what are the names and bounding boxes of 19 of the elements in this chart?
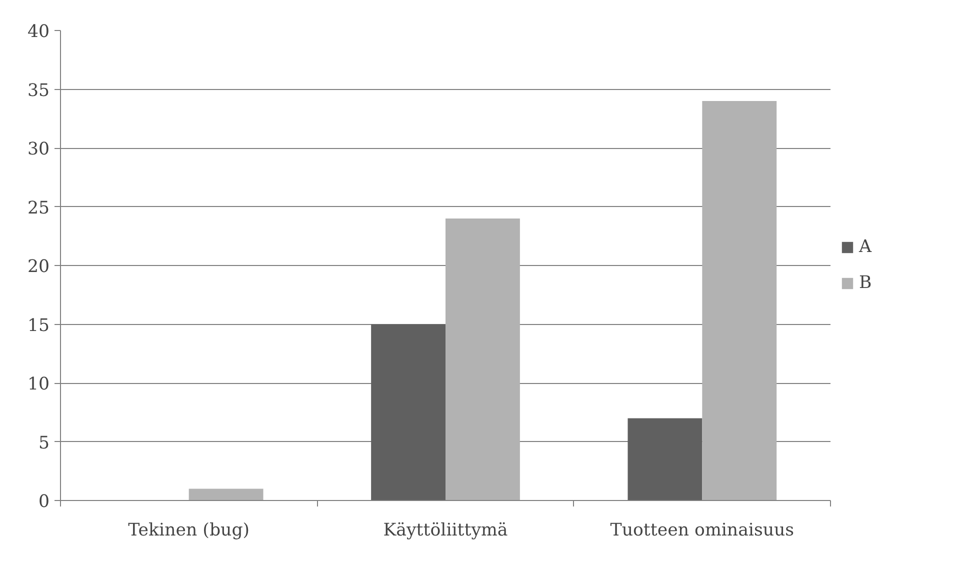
y-tick-label: 0 <box>38 492 50 512</box>
y-tick-label: 35 <box>27 80 50 101</box>
bar <box>628 418 702 500</box>
y-tick-label: 40 <box>27 22 50 42</box>
y-tick-label: 20 <box>27 257 50 277</box>
y-tick-label: 30 <box>27 140 50 160</box>
y-tick-label: 5 <box>38 433 50 454</box>
x-tick-label: Käyttöliittymä <box>383 520 508 540</box>
x-tick-label: Tuotteen ominaisuus <box>610 520 794 540</box>
y-tick-label: 10 <box>27 374 50 394</box>
legend-label: A <box>859 237 873 257</box>
y-tick-label: 15 <box>27 316 50 336</box>
bar <box>371 324 446 500</box>
bar <box>446 218 520 500</box>
legend-label: B <box>859 273 873 293</box>
x-tick-label: Tekinen (bug) <box>128 520 250 540</box>
bar <box>702 101 777 500</box>
y-tick-label: 25 <box>27 198 50 218</box>
bar <box>188 488 264 500</box>
